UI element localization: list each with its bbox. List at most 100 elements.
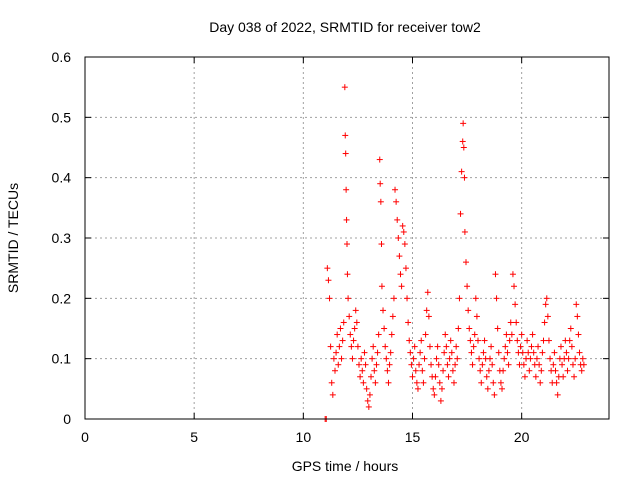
data-point — [465, 307, 472, 314]
data-point — [527, 355, 534, 362]
data-point — [447, 337, 454, 344]
data-point — [457, 210, 464, 217]
data-point — [445, 373, 452, 380]
data-point — [357, 373, 364, 380]
data-point — [521, 373, 528, 380]
grid-lines — [85, 57, 609, 419]
data-point — [507, 319, 514, 326]
data-point — [566, 337, 573, 344]
data-point — [537, 379, 544, 386]
data-point — [553, 379, 560, 386]
data-point — [378, 241, 385, 248]
y-tick-label: 0.3 — [52, 230, 72, 246]
data-point — [495, 349, 502, 356]
data-point — [375, 331, 382, 338]
data-point — [560, 373, 567, 380]
data-point — [328, 379, 335, 386]
data-point — [533, 355, 540, 362]
data-point — [356, 361, 363, 368]
data-point — [414, 385, 421, 392]
data-point — [483, 373, 490, 380]
data-point — [578, 367, 585, 374]
data-point — [348, 343, 355, 350]
data-point — [335, 361, 342, 368]
data-point — [456, 295, 463, 302]
data-point — [481, 337, 488, 344]
data-point — [569, 361, 576, 368]
data-point — [400, 228, 407, 235]
data-point — [369, 355, 376, 362]
data-point — [345, 295, 352, 302]
data-point — [545, 337, 552, 344]
data-point — [520, 361, 527, 368]
data-point — [538, 367, 545, 374]
data-point — [455, 325, 462, 332]
y-tick-label: 0.4 — [52, 170, 72, 186]
data-point — [479, 361, 486, 368]
data-point — [353, 319, 360, 326]
x-tick-label: 10 — [296, 429, 312, 445]
data-point — [547, 355, 554, 362]
data-point — [339, 337, 346, 344]
data-point — [342, 132, 349, 139]
data-point — [528, 343, 535, 350]
data-point — [387, 349, 394, 356]
data-point — [401, 241, 408, 248]
plot-frame — [84, 56, 610, 420]
data-point — [524, 337, 531, 344]
data-point — [351, 325, 358, 332]
data-point — [365, 403, 372, 410]
data-point — [325, 277, 332, 284]
data-point — [529, 331, 536, 338]
x-tick-label: 20 — [514, 429, 530, 445]
data-point — [423, 307, 430, 314]
data-point — [388, 331, 395, 338]
data-point — [542, 301, 549, 308]
data-point — [512, 301, 519, 308]
data-point — [565, 355, 572, 362]
data-point — [526, 367, 533, 374]
data-point — [364, 397, 371, 404]
data-point — [425, 313, 432, 320]
data-point — [412, 367, 419, 374]
data-point — [449, 367, 456, 374]
data-point — [384, 367, 391, 374]
data-point — [436, 379, 443, 386]
data-point — [406, 337, 413, 344]
data-point — [564, 367, 571, 374]
data-point — [454, 355, 461, 362]
data-point — [350, 337, 357, 344]
data-point — [467, 337, 474, 344]
data-point — [471, 331, 478, 338]
data-point — [349, 355, 356, 362]
data-point — [450, 379, 457, 386]
data-point — [518, 331, 525, 338]
data-point — [354, 343, 361, 350]
data-point — [326, 295, 333, 302]
data-point — [378, 283, 385, 290]
data-point — [576, 349, 583, 356]
x-tick-label: 5 — [190, 429, 198, 445]
data-point — [543, 295, 550, 302]
data-point — [504, 349, 511, 356]
data-point — [550, 361, 557, 368]
data-point — [473, 313, 480, 320]
data-point — [420, 379, 427, 386]
data-point — [492, 271, 499, 278]
data-point — [503, 331, 510, 338]
data-point — [411, 343, 418, 350]
data-point — [372, 379, 379, 386]
data-point — [424, 289, 431, 296]
data-point — [501, 355, 508, 362]
data-point — [329, 391, 336, 398]
data-point — [499, 385, 506, 392]
y-tick-labels: 0 0.1 0.2 0.3 0.4 0.5 0.6 — [52, 49, 72, 427]
data-point — [343, 186, 350, 193]
data-point — [381, 325, 388, 332]
data-point — [469, 361, 476, 368]
data-point — [376, 156, 383, 163]
data-point — [573, 301, 580, 308]
data-point — [559, 361, 566, 368]
data-point — [419, 367, 426, 374]
